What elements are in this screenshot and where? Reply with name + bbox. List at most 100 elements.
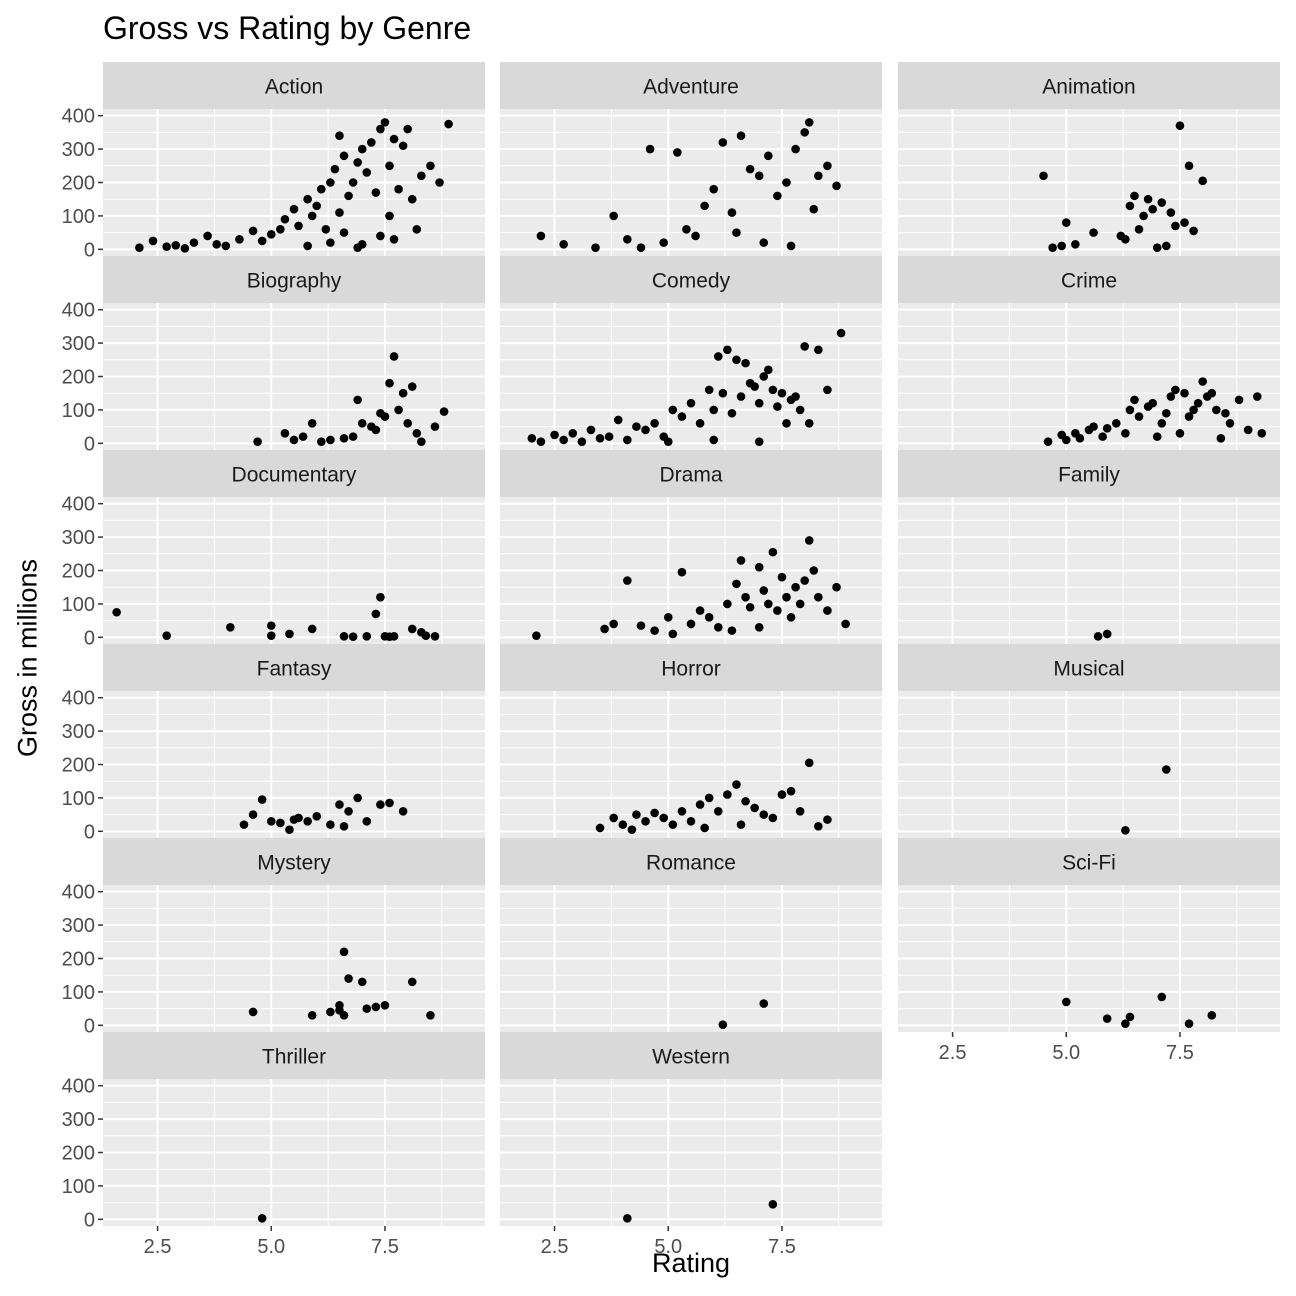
data-point-biography	[253, 437, 262, 446]
data-point-adventure	[691, 231, 700, 241]
data-point-horror	[713, 806, 723, 816]
data-point-fantasy	[285, 825, 294, 834]
x-axis-title: Rating	[651, 1248, 731, 1278]
data-point-horror	[632, 810, 641, 819]
data-point-crime	[1157, 418, 1167, 428]
data-point-fantasy	[239, 820, 249, 829]
y-tick-label: 300	[62, 139, 95, 161]
data-point-adventure	[682, 224, 691, 234]
data-point-adventure	[591, 243, 600, 252]
data-point-drama	[786, 612, 796, 622]
data-point-mystery	[339, 947, 349, 957]
data-point-comedy	[527, 434, 537, 443]
data-point-crime	[1257, 428, 1267, 438]
data-point-adventure	[636, 243, 646, 252]
y-tick-label: 200	[62, 949, 95, 971]
data-point-drama	[732, 579, 741, 589]
data-point-comedy	[754, 398, 764, 408]
data-point-crime	[1216, 434, 1226, 443]
data-point-biography	[316, 437, 326, 446]
data-point-crime	[1189, 405, 1198, 415]
data-point-adventure	[732, 228, 741, 237]
data-point-documentary	[430, 632, 440, 641]
data-point-horror	[700, 823, 709, 833]
data-point-mystery	[344, 974, 353, 983]
data-point-documentary	[112, 607, 121, 617]
data-point-action	[148, 236, 158, 246]
data-point-action	[371, 188, 381, 197]
data-point-drama	[773, 606, 782, 615]
data-point-drama	[764, 599, 773, 609]
facet-strip-musical	[898, 644, 1280, 691]
data-point-drama	[741, 592, 750, 602]
data-point-horror	[677, 806, 687, 816]
data-point-drama	[650, 626, 659, 635]
data-point-comedy	[709, 435, 719, 445]
data-point-crime	[1234, 395, 1244, 405]
data-point-crime	[1184, 412, 1194, 421]
data-point-documentary	[362, 632, 372, 641]
data-point-horror	[650, 808, 659, 818]
data-point-biography	[412, 428, 422, 438]
data-point-comedy	[604, 432, 614, 441]
data-point-sci-fi	[1157, 992, 1167, 1002]
data-point-animation	[1175, 121, 1185, 131]
y-tick-label: 200	[62, 1143, 95, 1165]
data-point-crime	[1152, 432, 1162, 441]
data-point-crime	[1111, 418, 1121, 428]
data-point-action	[189, 238, 199, 247]
facet-strip-animation	[898, 62, 1280, 109]
data-point-adventure	[786, 241, 796, 251]
data-point-crime	[1134, 412, 1144, 421]
data-point-comedy	[768, 385, 778, 395]
data-point-action	[394, 184, 403, 194]
data-point-adventure	[814, 171, 823, 181]
data-point-mystery	[407, 977, 417, 987]
data-point-crime	[1175, 428, 1185, 438]
data-point-action	[407, 194, 417, 204]
data-point-comedy	[550, 430, 559, 440]
data-point-biography	[403, 418, 412, 428]
data-point-action	[203, 231, 212, 241]
data-point-fantasy	[335, 800, 344, 809]
facet-label-crime: Crime	[1061, 270, 1117, 293]
data-point-crime	[1225, 418, 1235, 428]
data-point-crime	[1130, 395, 1139, 405]
data-point-action	[389, 234, 399, 244]
x-tick-label: 2.5	[144, 1236, 172, 1258]
facet-label-biography: Biography	[247, 270, 342, 293]
data-point-documentary	[339, 632, 349, 641]
y-tick-label: 200	[62, 561, 95, 583]
facet-strip-sci-fi	[898, 838, 1280, 885]
data-point-drama	[636, 621, 646, 630]
data-point-action	[385, 161, 394, 171]
facet-label-animation: Animation	[1042, 76, 1135, 99]
data-point-documentary	[421, 631, 431, 640]
data-point-adventure	[791, 144, 800, 154]
data-point-action	[403, 124, 412, 134]
facet-strip-biography	[103, 256, 485, 303]
data-point-animation	[1143, 194, 1153, 204]
data-point-adventure	[536, 231, 546, 241]
data-point-action	[335, 131, 344, 141]
data-point-action	[276, 224, 285, 234]
data-point-fantasy	[385, 798, 394, 808]
data-point-animation	[1089, 228, 1098, 237]
facet-strip-drama	[500, 450, 882, 497]
y-tick-label: 100	[62, 982, 95, 1004]
data-point-drama	[745, 602, 755, 612]
facet-label-western: Western	[652, 1046, 730, 1069]
y-tick-label: 200	[62, 367, 95, 389]
data-point-comedy	[586, 425, 596, 435]
data-point-comedy	[791, 392, 800, 401]
data-point-action	[171, 241, 181, 250]
data-point-comedy	[677, 412, 687, 421]
data-point-crime	[1198, 377, 1207, 386]
data-point-biography	[280, 428, 290, 438]
data-point-comedy	[773, 402, 782, 411]
y-tick-label: 0	[84, 1015, 95, 1037]
chart-title: Gross vs Rating by Genre	[103, 10, 472, 46]
facet-strip-western	[500, 1032, 882, 1079]
y-tick-label: 400	[62, 494, 95, 516]
data-point-action	[257, 236, 267, 246]
